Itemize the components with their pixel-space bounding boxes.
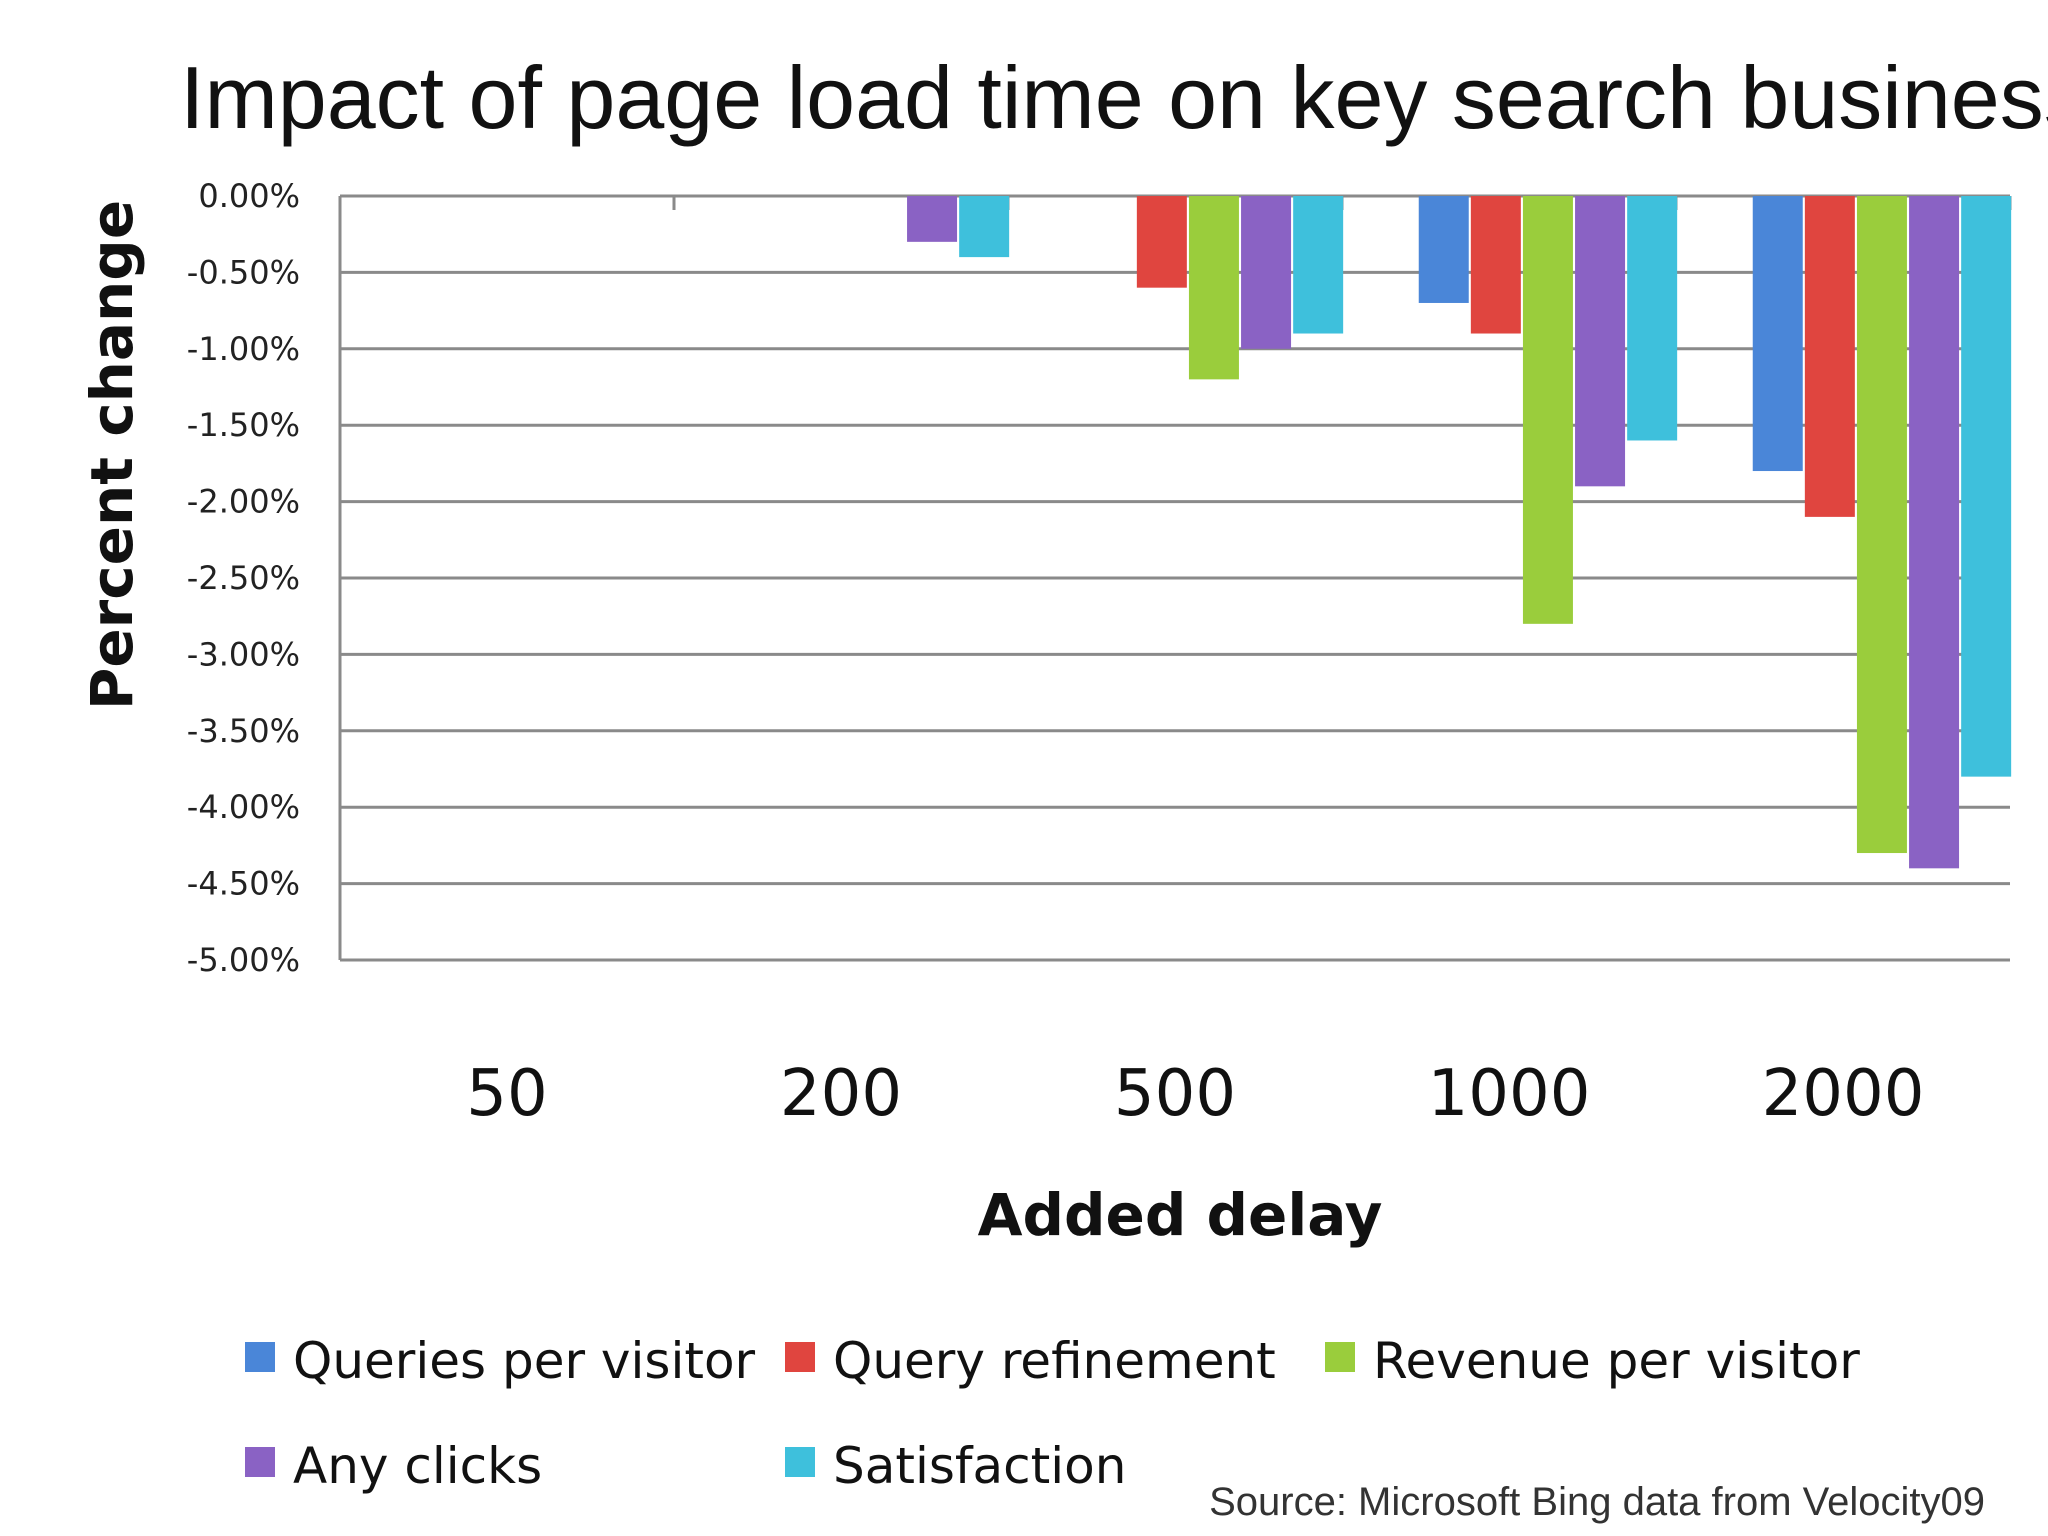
bar-any-clicks-2000: [1909, 196, 1960, 869]
bar-any-clicks-500: [1241, 196, 1292, 349]
bar-satisfaction-500: [1293, 196, 1344, 334]
bar-queries-per-visitor-2000: [1752, 196, 1803, 472]
bar-any-clicks-200: [907, 196, 958, 242]
legend-label: Queries per visitor: [293, 1332, 756, 1390]
y-ticks: 0.00% -0.50% -1.00% -1.50% -2.00% -2.50% -3.00…: [187, 177, 300, 979]
y-tick-label: -2.50%: [187, 559, 300, 597]
legend-label: Revenue per visitor: [1373, 1332, 1860, 1390]
legend-swatch: [245, 1447, 275, 1477]
legend-label: Satisfaction: [833, 1437, 1126, 1495]
bar-query-refinement-2000: [1804, 196, 1855, 517]
x-tick-label: 500: [1114, 1057, 1236, 1131]
chart-title: Impact of page load time on key search b…: [180, 48, 2048, 147]
x-ticks: 50 200 500 1000 2000: [466, 1057, 1924, 1131]
y-tick-label: -0.50%: [187, 253, 300, 291]
x-tick-label: 50: [466, 1057, 547, 1131]
bars: [907, 196, 2012, 869]
y-tick-label: -1.50%: [187, 406, 300, 444]
bar-queries-per-visitor-1000: [1418, 196, 1469, 303]
legend-swatch: [1325, 1342, 1355, 1372]
legend-swatch: [245, 1342, 275, 1372]
y-tick-label: -1.00%: [187, 330, 300, 368]
bar-any-clicks-1000: [1575, 196, 1626, 487]
legend: Queries per visitor Query refinement Reven…: [245, 1332, 1860, 1495]
bar-revenue-per-visitor-500: [1188, 196, 1239, 380]
bar-satisfaction-1000: [1627, 196, 1678, 441]
bar-query-refinement-500: [1136, 196, 1187, 288]
bar-revenue-per-visitor-1000: [1522, 196, 1573, 624]
grid-lines: [338, 194, 2012, 962]
y-tick-label: -4.50%: [187, 865, 300, 903]
y-tick-label: -5.00%: [187, 941, 300, 979]
x-tick-label: 1000: [1428, 1057, 1591, 1131]
bar-satisfaction-200: [959, 196, 1010, 258]
y-axis-label: Percent change: [78, 200, 146, 710]
x-axis-label: Added delay: [978, 1181, 1383, 1249]
y-tick-label: -2.00%: [187, 483, 300, 521]
bar-query-refinement-1000: [1470, 196, 1521, 334]
y-tick-label: -3.50%: [187, 712, 300, 750]
legend-label: Any clicks: [293, 1437, 542, 1495]
legend-swatch: [785, 1342, 815, 1372]
x-tick-label: 200: [780, 1057, 902, 1131]
y-tick-label: -4.00%: [187, 788, 300, 826]
legend-label: Query refinement: [833, 1332, 1276, 1390]
bar-satisfaction-2000: [1961, 196, 2012, 777]
bar-revenue-per-visitor-2000: [1856, 196, 1907, 854]
legend-swatch: [785, 1447, 815, 1477]
x-tick-label: 2000: [1762, 1057, 1925, 1131]
y-tick-label: 0.00%: [198, 177, 300, 215]
source-note: Source: Microsoft Bing data from Velocit…: [1209, 1480, 1985, 1524]
y-tick-label: -3.00%: [187, 635, 300, 673]
